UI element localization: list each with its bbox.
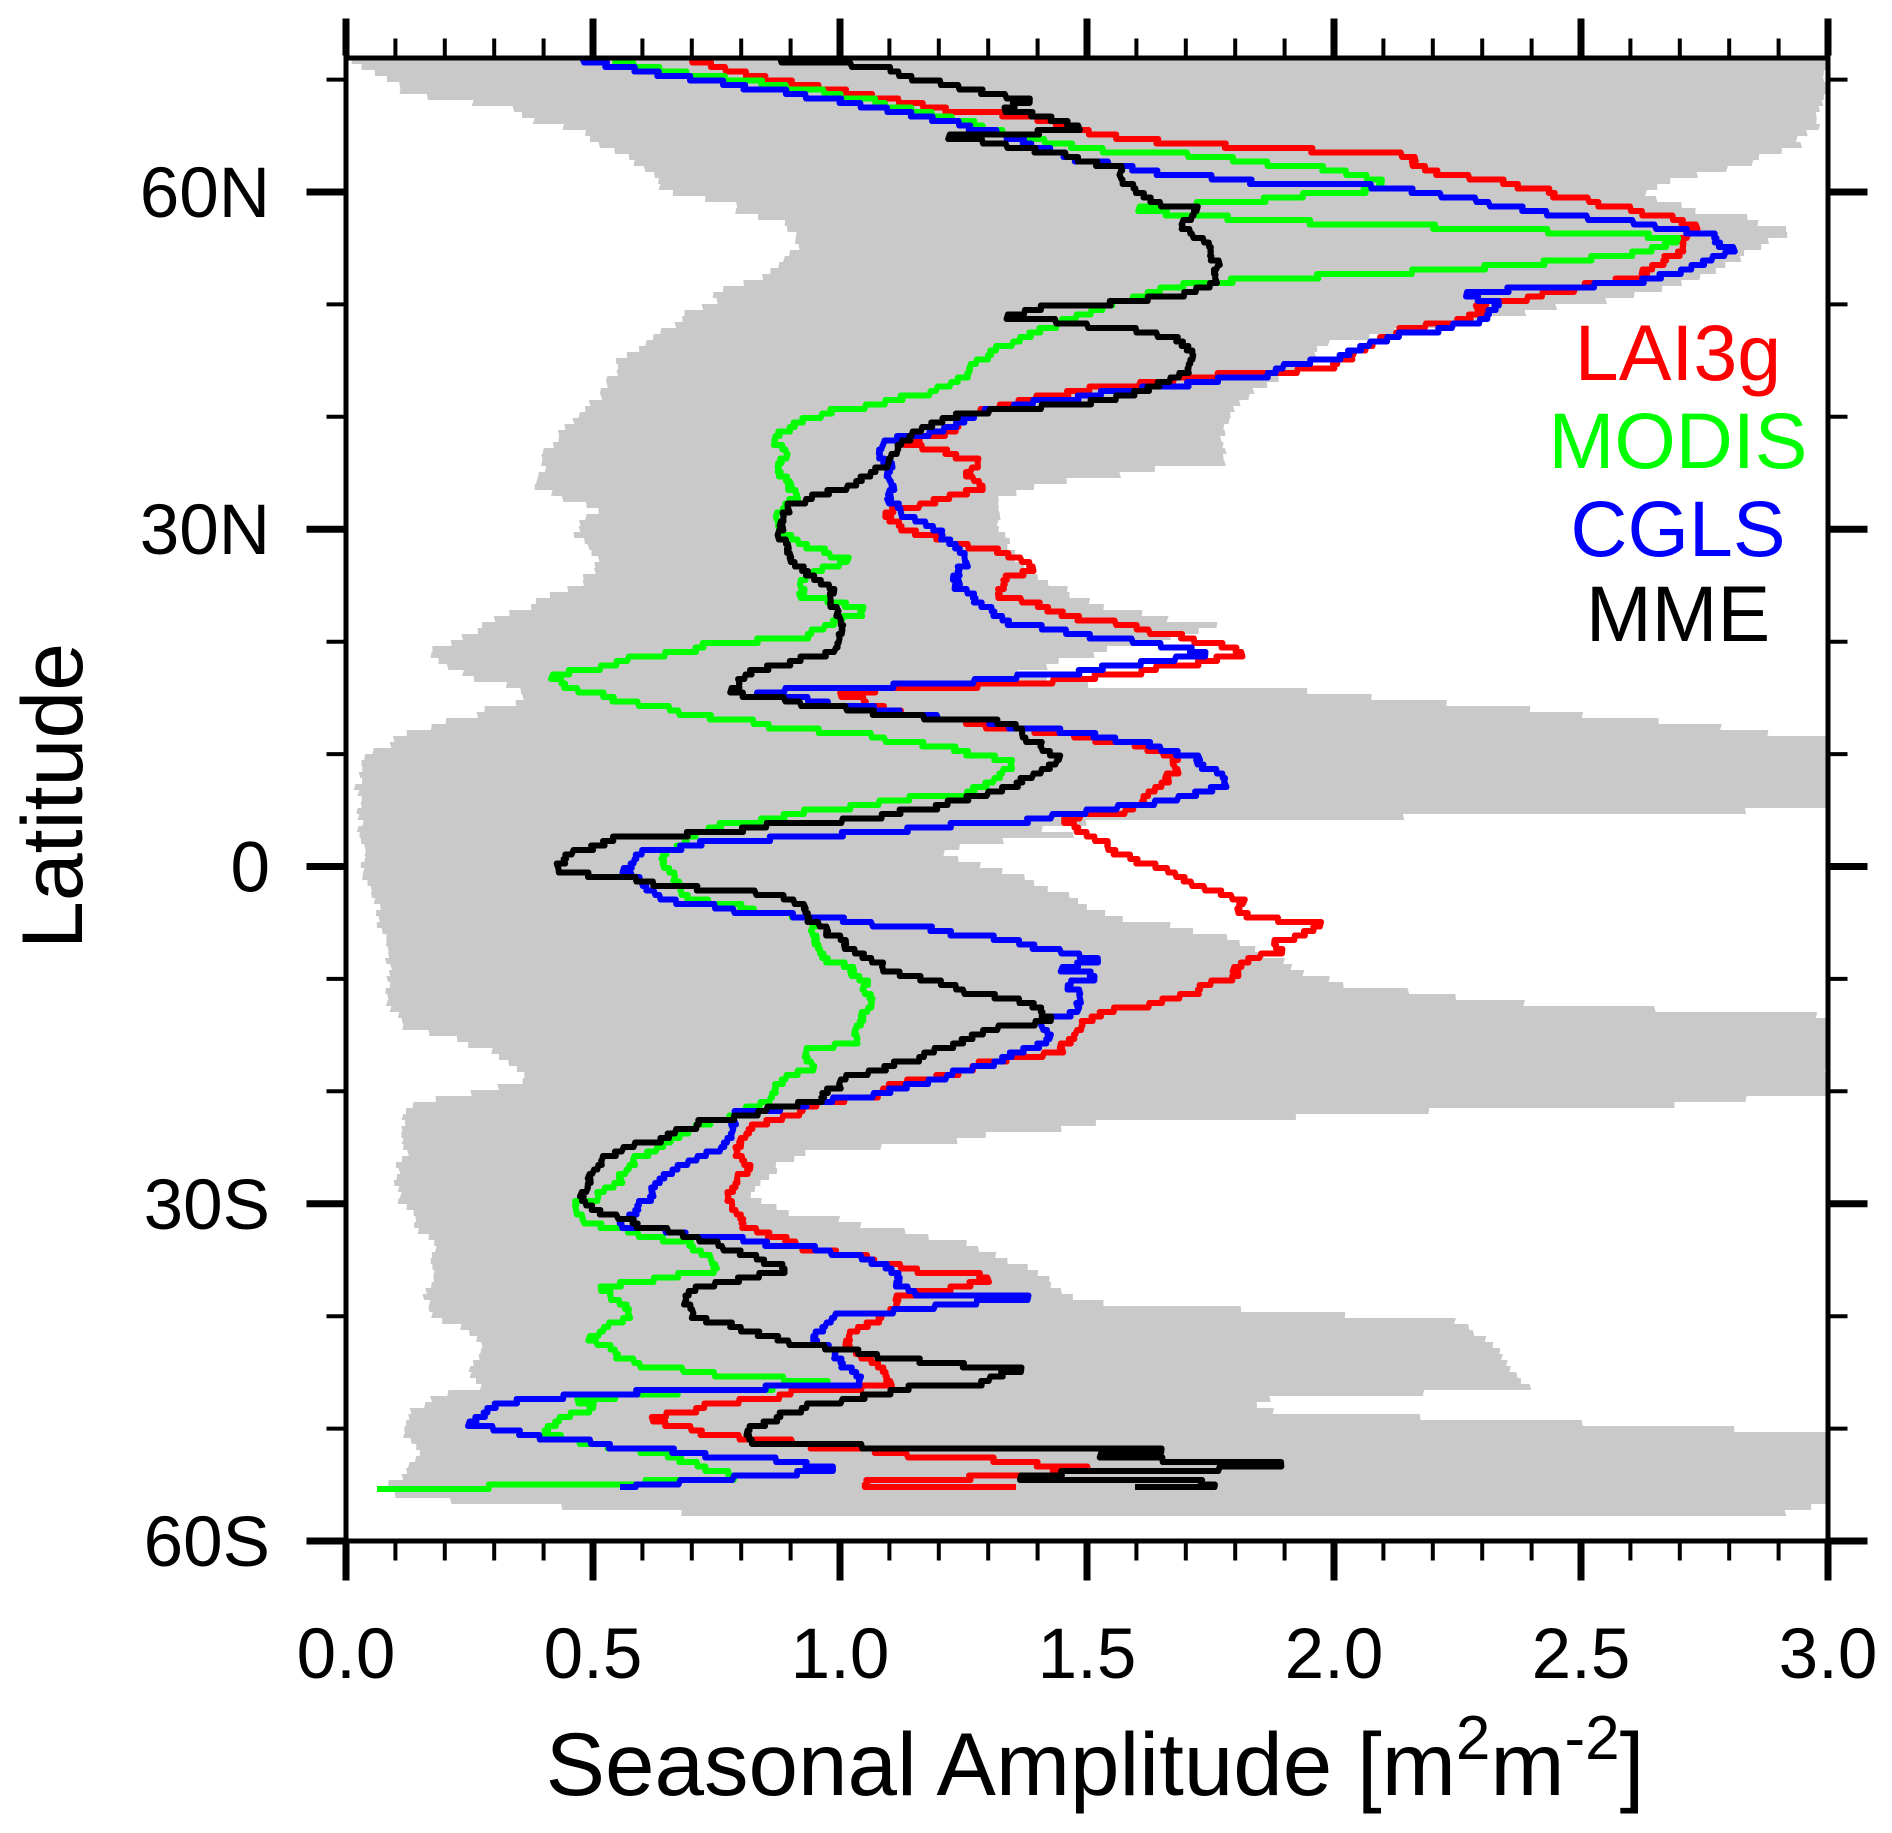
svg-text:0.0: 0.0	[297, 1615, 396, 1694]
svg-text:30S: 30S	[144, 1166, 270, 1245]
svg-text:MME: MME	[1586, 569, 1770, 658]
svg-text:30N: 30N	[140, 491, 270, 570]
svg-text:0.5: 0.5	[544, 1615, 643, 1694]
svg-text:Seasonal Amplitude [m2m-2]: Seasonal Amplitude [m2m-2]	[546, 1704, 1645, 1814]
svg-text:LAI3g: LAI3g	[1575, 308, 1781, 397]
svg-text:MODIS: MODIS	[1549, 396, 1808, 485]
svg-text:CGLS: CGLS	[1570, 484, 1785, 573]
svg-text:3.0: 3.0	[1779, 1615, 1878, 1694]
svg-text:60S: 60S	[144, 1503, 270, 1582]
svg-text:1.0: 1.0	[791, 1615, 890, 1694]
svg-text:0: 0	[231, 829, 271, 908]
svg-text:2.5: 2.5	[1532, 1615, 1631, 1694]
svg-text:Latitude: Latitude	[5, 643, 101, 949]
svg-text:60N: 60N	[140, 154, 270, 233]
svg-text:1.5: 1.5	[1038, 1615, 1137, 1694]
svg-text:2.0: 2.0	[1285, 1615, 1384, 1694]
